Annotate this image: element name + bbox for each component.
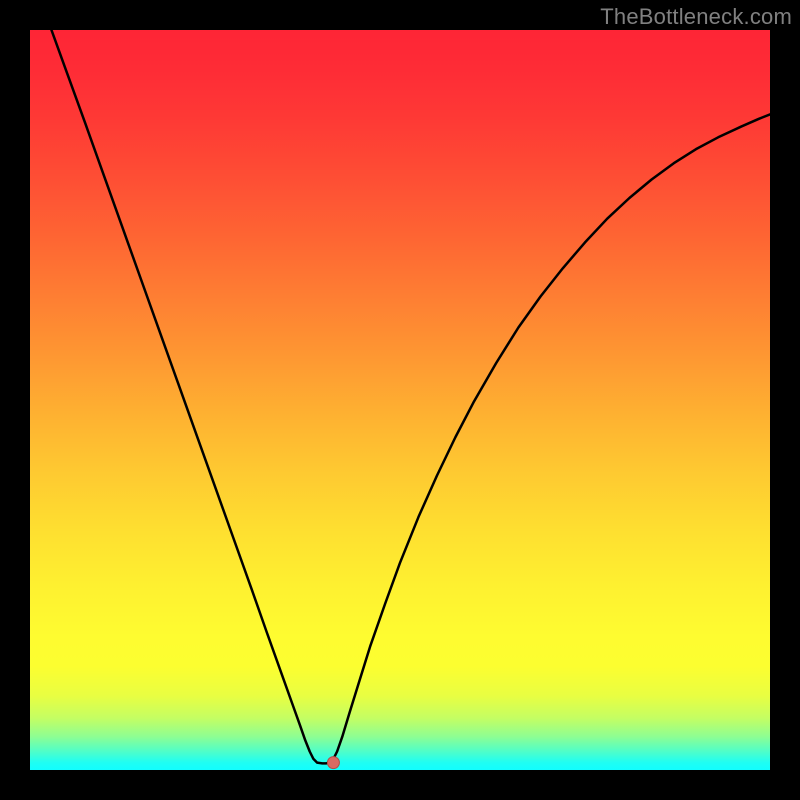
chart-container: TheBottleneck.com <box>0 0 800 800</box>
optimal-point-marker <box>327 757 339 769</box>
source-watermark: TheBottleneck.com <box>600 4 792 30</box>
plot-background <box>30 30 770 770</box>
bottleneck-chart <box>0 0 800 800</box>
